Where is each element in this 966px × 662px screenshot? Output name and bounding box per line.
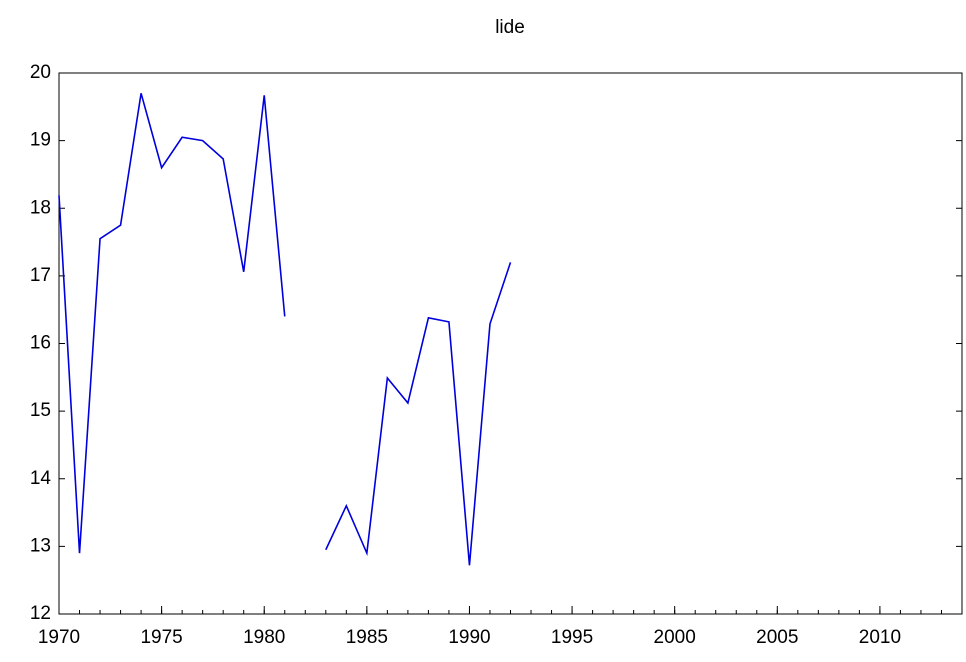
x-tick-label: 1980 bbox=[243, 627, 285, 648]
plot-frame bbox=[58, 72, 963, 615]
y-tick-label: 16 bbox=[30, 333, 51, 354]
x-tick-label: 1975 bbox=[140, 627, 182, 648]
y-tick-label: 15 bbox=[30, 400, 51, 421]
y-tick-label: 18 bbox=[30, 197, 51, 218]
x-tick-label: 2005 bbox=[756, 627, 798, 648]
y-tick-label: 20 bbox=[30, 62, 51, 83]
y-tick-label: 12 bbox=[30, 603, 51, 624]
y-tick-label: 19 bbox=[30, 130, 51, 151]
x-tick-label: 2010 bbox=[859, 627, 901, 648]
x-tick-label: 1970 bbox=[38, 627, 80, 648]
chart-title: lide bbox=[495, 17, 525, 38]
y-tick-label: 14 bbox=[30, 468, 52, 489]
y-tick-label: 13 bbox=[30, 535, 51, 556]
x-tick-label: 1985 bbox=[346, 627, 388, 648]
line-series bbox=[58, 93, 512, 566]
x-tick-label: 2000 bbox=[654, 627, 696, 648]
x-tick-label: 1990 bbox=[448, 627, 490, 648]
x-tick-label: 1995 bbox=[551, 627, 593, 648]
y-tick-label: 17 bbox=[30, 265, 51, 286]
